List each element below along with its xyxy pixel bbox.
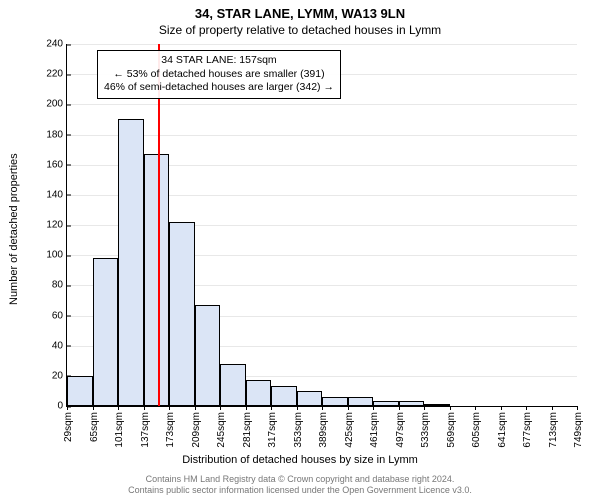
y-tick-label: 120 (46, 220, 67, 231)
y-axis-label: Number of detached properties (8, 73, 20, 225)
y-tick-label: 100 (46, 250, 67, 261)
chart-subtitle: Size of property relative to detached ho… (0, 21, 600, 41)
x-tick-mark (246, 406, 247, 410)
x-tick-mark (450, 406, 451, 410)
x-tick-label: 29sqm (63, 412, 74, 442)
plot-area: 02040608010012014016018020022024029sqm65… (66, 44, 577, 407)
x-tick-label: 281sqm (242, 412, 253, 448)
grid-line (67, 104, 577, 105)
y-tick-label: 80 (52, 280, 67, 291)
grid-line (67, 135, 577, 136)
footer-attribution: Contains HM Land Registry data © Crown c… (0, 474, 600, 497)
x-tick-label: 677sqm (522, 412, 533, 448)
x-tick-label: 209sqm (191, 412, 202, 448)
histogram-bar (246, 380, 272, 406)
y-tick-label: 140 (46, 189, 67, 200)
y-tick-label: 20 (52, 370, 67, 381)
x-tick-label: 101sqm (114, 412, 125, 448)
x-axis-label: Distribution of detached houses by size … (0, 454, 600, 466)
x-tick-mark (322, 406, 323, 410)
footer-line-1: Contains HM Land Registry data © Crown c… (0, 474, 600, 485)
x-tick-label: 749sqm (573, 412, 584, 448)
histogram-bar (67, 376, 93, 406)
histogram-bar (169, 222, 195, 406)
x-tick-mark (220, 406, 221, 410)
y-tick-label: 180 (46, 129, 67, 140)
x-tick-mark (577, 406, 578, 410)
histogram-bar (399, 401, 425, 406)
y-tick-label: 0 (57, 401, 67, 412)
y-tick-label: 40 (52, 340, 67, 351)
annotation-line-3: 46% of semi-detached houses are larger (… (104, 81, 334, 95)
x-tick-mark (501, 406, 502, 410)
histogram-bar (144, 154, 170, 406)
x-tick-mark (169, 406, 170, 410)
annotation-line-2: ← 53% of detached houses are smaller (39… (104, 68, 334, 82)
histogram-bar (93, 258, 119, 406)
y-tick-label: 200 (46, 99, 67, 110)
grid-line (67, 44, 577, 45)
x-tick-mark (297, 406, 298, 410)
x-tick-label: 461sqm (369, 412, 380, 448)
footer-line-2: Contains public sector information licen… (0, 485, 600, 496)
x-tick-mark (93, 406, 94, 410)
x-tick-mark (475, 406, 476, 410)
histogram-bar (373, 401, 399, 406)
histogram-bar (348, 397, 374, 406)
x-tick-mark (118, 406, 119, 410)
histogram-bar (322, 397, 348, 406)
x-tick-label: 641sqm (497, 412, 508, 448)
x-tick-label: 497sqm (395, 412, 406, 448)
x-tick-label: 533sqm (420, 412, 431, 448)
x-tick-label: 65sqm (89, 412, 100, 442)
chart-container: 34, STAR LANE, LYMM, WA13 9LN Size of pr… (0, 0, 600, 500)
x-tick-label: 389sqm (318, 412, 329, 448)
x-tick-mark (144, 406, 145, 410)
x-tick-label: 605sqm (471, 412, 482, 448)
histogram-bar (195, 305, 221, 406)
x-tick-mark (552, 406, 553, 410)
annotation-box: 34 STAR LANE: 157sqm ← 53% of detached h… (97, 50, 341, 99)
x-tick-label: 245sqm (216, 412, 227, 448)
y-tick-label: 240 (46, 39, 67, 50)
y-tick-label: 60 (52, 310, 67, 321)
annotation-line-1: 34 STAR LANE: 157sqm (104, 54, 334, 68)
x-tick-mark (67, 406, 68, 410)
histogram-bar (220, 364, 246, 406)
x-tick-mark (195, 406, 196, 410)
x-tick-label: 137sqm (140, 412, 151, 448)
histogram-bar (271, 386, 297, 406)
x-tick-mark (399, 406, 400, 410)
x-tick-label: 353sqm (293, 412, 304, 448)
x-tick-label: 173sqm (165, 412, 176, 448)
x-tick-mark (271, 406, 272, 410)
histogram-bar (424, 404, 450, 406)
x-tick-label: 425sqm (344, 412, 355, 448)
x-tick-label: 713sqm (548, 412, 559, 448)
y-tick-label: 220 (46, 69, 67, 80)
y-tick-label: 160 (46, 159, 67, 170)
x-tick-label: 317sqm (267, 412, 278, 448)
x-tick-mark (348, 406, 349, 410)
histogram-bar (118, 119, 144, 406)
histogram-bar (297, 391, 323, 406)
x-tick-label: 569sqm (446, 412, 457, 448)
chart-title: 34, STAR LANE, LYMM, WA13 9LN (0, 0, 600, 21)
x-tick-mark (526, 406, 527, 410)
x-tick-mark (424, 406, 425, 410)
x-tick-mark (373, 406, 374, 410)
